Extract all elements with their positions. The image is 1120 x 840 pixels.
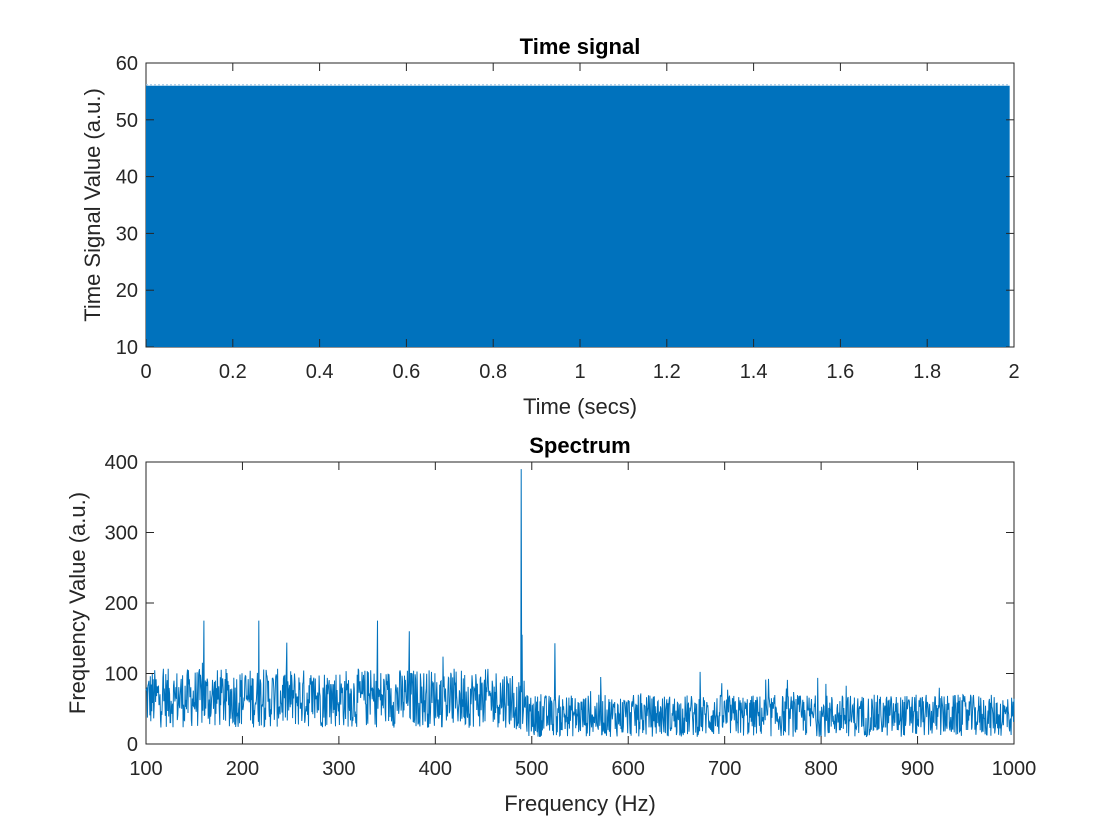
time-signal-axes: 0 0.2 0.4 0.6 0.8 1 1.2 1.4 1.6 1.8 2102030405060 … (80, 34, 1020, 419)
x-tick-label: 2 (1008, 361, 1019, 383)
y-tick-label: 60 (116, 53, 138, 75)
x-tick-label: 0.2 (219, 361, 247, 383)
x-tick-label: 1.2 (653, 361, 681, 383)
x-tick-label: 200 (226, 758, 259, 780)
y-tick-label: 300 (105, 523, 138, 545)
x-tick-label: 500 (515, 758, 548, 780)
spectrum-ylabel: Frequency Value (a.u.) (65, 492, 90, 714)
spectrum-plot-area (145, 461, 1015, 745)
y-tick-label: 50 (116, 110, 138, 132)
x-tick-label: 0.4 (306, 361, 334, 383)
time-signal-xlabel: Time (secs) (523, 394, 637, 419)
spectrum-ticks: 100 200 300 400 500 600 700 800 900 1000010020030… (105, 452, 1037, 780)
x-tick-label: 600 (612, 758, 645, 780)
x-tick-label: 1000 (992, 758, 1037, 780)
y-tick-label: 10 (116, 337, 138, 359)
x-tick-label: 100 (129, 758, 162, 780)
x-tick-label: 1.4 (740, 361, 768, 383)
y-tick-label: 30 (116, 223, 138, 245)
time-signal-title: Time signal (520, 34, 641, 59)
time-signal-series (146, 84, 1010, 347)
x-tick-label: 0 (140, 361, 151, 383)
time-signal-ylabel: Time Signal Value (a.u.) (80, 88, 105, 322)
y-tick-label: 400 (105, 452, 138, 474)
y-tick-label: 0 (127, 734, 138, 756)
x-tick-label: 1.8 (913, 361, 941, 383)
x-tick-label: 0.8 (479, 361, 507, 383)
x-tick-label: 700 (708, 758, 741, 780)
y-tick-label: 20 (116, 280, 138, 302)
spectrum-xlabel: Frequency (Hz) (504, 791, 656, 816)
y-tick-label: 200 (105, 593, 138, 615)
x-tick-label: 300 (322, 758, 355, 780)
spectrum-line (145, 469, 1015, 738)
x-tick-label: 400 (419, 758, 452, 780)
x-tick-label: 800 (804, 758, 837, 780)
y-tick-label: 40 (116, 167, 138, 189)
spectrum-series (145, 469, 1015, 738)
y-tick-label: 100 (105, 664, 138, 686)
spectrum-axes: 100 200 300 400 500 600 700 800 900 1000010020030… (65, 433, 1036, 816)
x-tick-label: 0.6 (392, 361, 420, 383)
x-tick-label: 1.6 (826, 361, 854, 383)
x-tick-label: 1 (574, 361, 585, 383)
time-signal-band (146, 85, 1010, 347)
spectrum-title: Spectrum (529, 433, 630, 458)
x-tick-label: 900 (901, 758, 934, 780)
time-signal-ticks: 0 0.2 0.4 0.6 0.8 1 1.2 1.4 1.6 1.8 2 10 20 30 40 50 60 (116, 53, 1020, 383)
